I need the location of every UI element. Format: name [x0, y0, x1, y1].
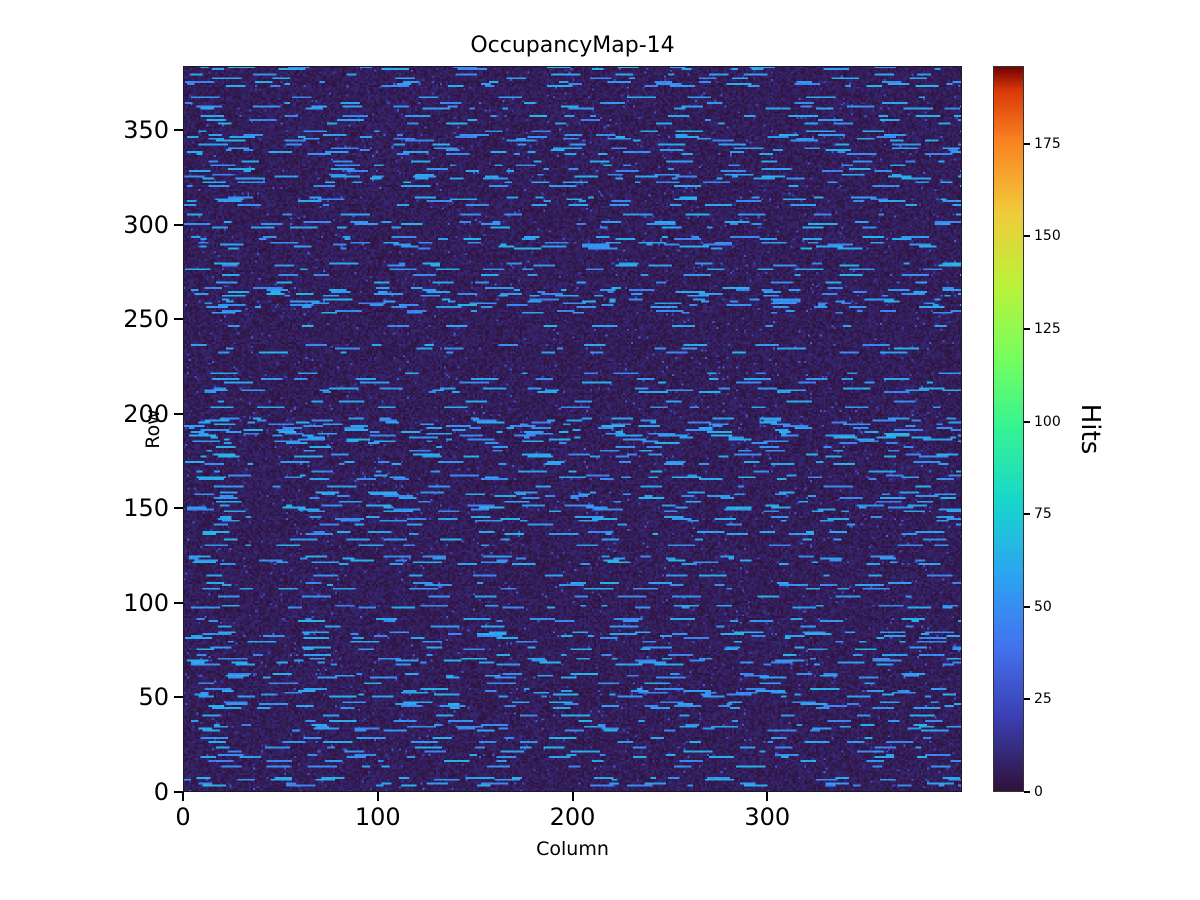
- x-axis-label: Column: [536, 838, 609, 860]
- x-tick-label: 200: [549, 803, 596, 831]
- x-tick-mark: [182, 792, 184, 801]
- x-tick-label: 300: [744, 803, 791, 831]
- colorbar-tick-label: 50: [1034, 598, 1052, 615]
- colorbar-tick-label: 125: [1034, 320, 1061, 337]
- y-tick-mark: [174, 223, 183, 226]
- colorbar-tick-mark: [1024, 791, 1030, 793]
- plot-title: OccupancyMap-14: [470, 33, 675, 58]
- y-tick-mark: [174, 696, 183, 699]
- y-tick-label: 250: [123, 305, 169, 334]
- colorbar-label: Hits: [1075, 403, 1105, 455]
- colorbar-tick-label: 100: [1034, 413, 1061, 430]
- x-tick-mark: [571, 792, 574, 801]
- y-tick-label: 0: [153, 778, 169, 806]
- y-axis-label: Row: [142, 409, 164, 449]
- colorbar-tick-label: 25: [1034, 691, 1052, 708]
- heatmap-canvas: [183, 66, 962, 792]
- y-tick-label: 300: [123, 210, 169, 239]
- y-tick-mark: [174, 791, 183, 793]
- colorbar-tick-mark: [1024, 327, 1030, 330]
- colorbar-tick-mark: [1024, 142, 1030, 145]
- y-tick-label: 50: [138, 683, 169, 712]
- y-tick-mark: [174, 507, 183, 510]
- x-tick-label: 100: [354, 803, 401, 831]
- colorbar-tick-label: 175: [1034, 135, 1061, 152]
- colorbar-tick-mark: [1024, 605, 1030, 608]
- colorbar-gradient: [993, 66, 1024, 792]
- y-tick-label: 100: [123, 588, 169, 617]
- colorbar-tick-mark: [1024, 420, 1030, 423]
- y-tick-mark: [174, 601, 183, 604]
- x-tick-mark: [766, 792, 769, 801]
- y-tick-label: 150: [123, 494, 169, 523]
- y-tick-mark: [174, 129, 183, 132]
- colorbar-tick-mark: [1024, 513, 1030, 516]
- colorbar-tick-label: 150: [1034, 228, 1061, 245]
- y-tick-label: 350: [123, 116, 169, 145]
- colorbar-tick-label: 75: [1034, 506, 1052, 523]
- colorbar-tick-mark: [1024, 698, 1030, 701]
- x-tick-mark: [376, 792, 379, 801]
- y-tick-label: 200: [123, 399, 169, 428]
- x-tick-label: 0: [175, 803, 191, 831]
- y-tick-mark: [174, 318, 183, 321]
- y-tick-mark: [174, 412, 183, 415]
- colorbar-tick-label: 0: [1034, 784, 1043, 800]
- colorbar-tick-mark: [1024, 235, 1030, 238]
